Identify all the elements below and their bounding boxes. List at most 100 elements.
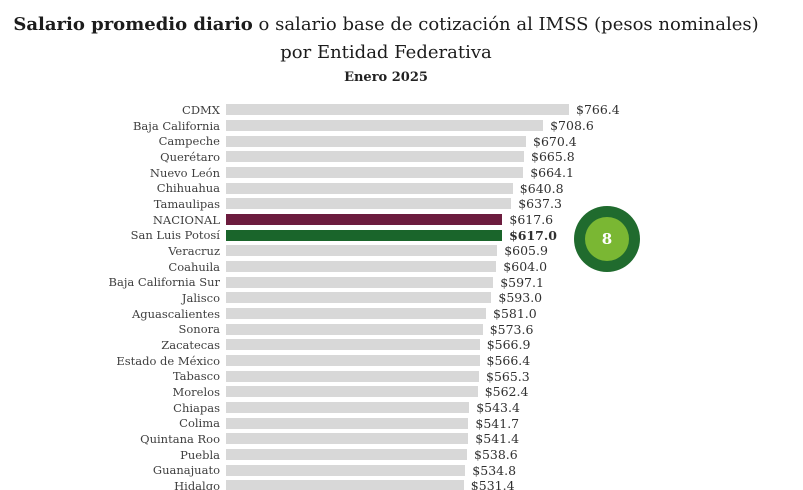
bar: [226, 198, 512, 210]
row-label: Guanajuato: [152, 463, 220, 478]
bar-wrap: $708.6: [226, 118, 594, 133]
bar-value-label: $708.6: [550, 118, 594, 133]
bar-wrap: $541.7: [226, 416, 519, 431]
rank-badge-number: 8: [601, 230, 613, 248]
bar: [226, 323, 483, 335]
bar-wrap: $541.4: [226, 431, 519, 446]
bar-value-label: $543.4: [476, 400, 520, 416]
bar-value-label: $665.8: [531, 149, 575, 165]
bar: [226, 386, 478, 398]
row-label: Aguascalientes: [131, 306, 220, 321]
bar-wrap: $617.0: [226, 228, 557, 243]
bar-value-label: $637.3: [518, 196, 562, 212]
chart-row: Baja California $708.6: [0, 118, 620, 134]
row-label: Colima: [179, 416, 220, 431]
bar-value-label: $565.3: [486, 368, 530, 384]
bar-wrap: $664.1: [226, 165, 574, 180]
bar-value-label: $573.6: [489, 321, 534, 337]
bar: [226, 229, 503, 241]
row-label: Chihuahua: [156, 181, 220, 196]
bar: [226, 417, 469, 429]
rank-badge-inner-circle: 8: [585, 217, 629, 261]
bar: [226, 104, 569, 116]
row-label: Morelos: [172, 384, 220, 399]
bar: [226, 433, 469, 445]
bar-wrap: $543.4: [226, 400, 520, 415]
bar-wrap: $617.6: [226, 212, 553, 227]
row-label: Baja California: [132, 118, 220, 133]
bar-wrap: $534.8: [226, 463, 516, 478]
bar-value-label: $541.4: [475, 431, 520, 447]
bar-chart: CDMX $766.4 Baja California $708.6 Campe…: [0, 102, 620, 490]
chart-row: NACIONAL $617.6: [0, 212, 620, 228]
row-label: Tabasco: [172, 369, 220, 384]
bar-value-label: $766.4: [576, 102, 620, 118]
bar-value-label: $566.4: [486, 353, 531, 369]
chart-row: Querétaro $665.8: [0, 149, 620, 165]
bar: [226, 308, 486, 320]
chart-row: Jalisco $593.0: [0, 290, 620, 306]
bar: [226, 355, 480, 367]
bar-value-label: $617.6: [509, 212, 554, 228]
chart-row: CDMX $766.4: [0, 102, 620, 118]
bar-value-label: $617.0: [509, 227, 557, 243]
bar-wrap: $565.3: [226, 369, 530, 384]
bar-value-label: $640.8: [519, 180, 564, 196]
bar: [226, 167, 524, 179]
row-label: Puebla: [180, 447, 220, 462]
chart-row: Chiapas $543.4: [0, 400, 620, 416]
rank-badge: 8: [574, 206, 640, 272]
bar: [226, 464, 466, 476]
bar: [226, 292, 492, 304]
row-label: Campeche: [158, 134, 220, 149]
bar-wrap: $604.0: [226, 259, 547, 274]
bar-wrap: $605.9: [226, 243, 548, 258]
bar-wrap: $637.3: [226, 196, 562, 211]
chart-row: Chihuahua $640.8: [0, 180, 620, 196]
bar-wrap: $766.4: [226, 102, 620, 117]
bar: [226, 135, 526, 147]
chart-row: Veracruz $605.9: [0, 243, 620, 259]
chart-row: Tabasco $565.3: [0, 368, 620, 384]
chart-title-rest: o salario base de cotización al IMSS (pe…: [252, 14, 759, 35]
bar: [226, 402, 470, 414]
row-label: Chiapas: [173, 400, 220, 415]
row-label: Estado de México: [116, 353, 220, 368]
bar: [226, 276, 494, 288]
chart-row: Hidalgo $531.4: [0, 478, 620, 490]
row-label: San Luis Potosí: [130, 228, 220, 243]
bar-value-label: $581.0: [493, 306, 537, 322]
chart-row: Morelos $562.4: [0, 384, 620, 400]
bar-value-label: $604.0: [503, 259, 548, 275]
bar-value-label: $670.4: [533, 133, 577, 149]
chart-row: Colima $541.7: [0, 415, 620, 431]
chart-row: Sonora $573.6: [0, 321, 620, 337]
bar: [226, 120, 544, 131]
bar-wrap: $531.4: [226, 478, 515, 490]
bar-wrap: $573.6: [226, 322, 533, 337]
bar-value-label: $605.9: [504, 243, 548, 259]
bar-value-label: $593.0: [498, 290, 543, 306]
bar-value-label: $566.9: [486, 337, 531, 353]
chart-row: Baja California Sur $597.1: [0, 274, 620, 290]
bar: [226, 245, 498, 257]
bar-wrap: $665.8: [226, 149, 575, 164]
bar-value-label: $562.4: [484, 384, 529, 400]
chart-subtitle: Enero 2025: [344, 70, 428, 86]
bar-wrap: $538.6: [226, 447, 518, 462]
bar-wrap: $593.0: [226, 290, 542, 305]
row-label: Veracruz: [168, 243, 220, 258]
chart-row: Campeche $670.4: [0, 133, 620, 149]
chart-title: Salario promedio diario o salario base d…: [0, 12, 772, 38]
chart-row: Puebla $538.6: [0, 447, 620, 463]
bar-wrap: $670.4: [226, 134, 577, 149]
chart-row: Tamaulipas $637.3: [0, 196, 620, 212]
bar: [226, 449, 467, 461]
bar-value-label: $531.4: [470, 478, 515, 490]
bar: [226, 480, 464, 490]
bar: [226, 151, 524, 163]
bar-value-label: $597.1: [500, 274, 544, 290]
bar-wrap: $566.9: [226, 337, 530, 352]
row-label: Baja California Sur: [108, 275, 220, 290]
